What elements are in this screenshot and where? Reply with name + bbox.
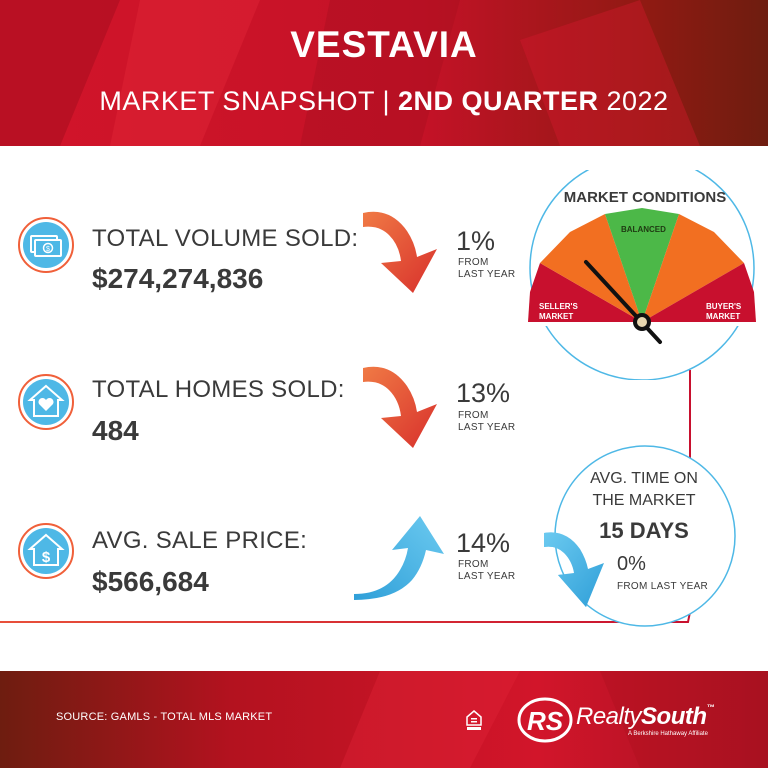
avg-time-line2: THE MARKET [592,492,696,509]
market-line: MARKET [539,312,574,321]
sellers-line: SELLER'S [539,302,578,311]
equal-housing-icon [466,710,482,730]
arrow-down-icon [363,211,437,293]
last-year-label: LAST YEAR [458,422,516,433]
from-last-year-volume: FROM LAST YEAR [458,257,515,281]
market-conditions-gauge [520,170,765,380]
house-heart-icon [18,374,74,430]
change-price: 14% [456,528,511,558]
realtysouth-logo-icon: RS [517,697,573,743]
from-last-year-price: FROM LAST YEAR [458,559,515,583]
report-subtitle: MARKET SNAPSHOT | 2ND QUARTER 2022 [0,86,768,117]
city-title: VESTAVIA [290,24,478,65]
from-label: FROM [458,257,489,268]
svg-text:$: $ [46,246,50,253]
stat-label-homes: TOTAL HOMES SOLD: [92,376,345,403]
from-label: FROM [458,559,489,570]
balanced-label: BALANCED [621,225,666,234]
stat-label-price: AVG. SALE PRICE: [92,527,308,554]
market-conditions-title: MARKET CONDITIONS [563,189,727,206]
change-volume: 1% [456,226,496,256]
trademark: ™ [706,703,715,712]
buyers-market-label: BUYER'S MARKET [706,302,741,322]
stat-value-price: $566,684 [92,566,209,597]
subtitle-text: MARKET SNAPSHOT | [99,86,398,116]
from-label: FROM [458,410,489,421]
house-dollar-icon: $ [18,523,74,579]
brand-name: RealtySouth™ [576,703,714,731]
buyers-line: BUYER'S [706,302,742,311]
arrow-up-icon [354,516,444,600]
change-homes: 13% [456,378,511,408]
avg-time-line1: AVG. TIME ON [590,470,698,487]
brand-part1: Realty [576,703,642,730]
source-note: SOURCE: GAMLS - TOTAL MLS MARKET [56,711,273,723]
stat-label-volume: TOTAL VOLUME SOLD: [92,225,359,252]
subtitle-quarter: 2ND QUARTER [397,86,599,116]
logo-mark-text: RS [527,706,564,736]
stat-value-volume: $274,274,836 [92,263,264,294]
arrow-down-icon [544,532,604,607]
avg-time-heading: AVG. TIME ON THE MARKET [556,468,732,512]
brand-tagline: A Berkshire Hathaway Affiliate [628,731,708,737]
avg-time-change: 0% [617,553,646,575]
stat-value-homes: 484 [92,415,139,446]
subtitle-year: 2022 [598,86,669,116]
footer-background [0,671,768,768]
header-background [0,0,768,146]
last-year-label: LAST YEAR [458,571,516,582]
arrow-down-icon [363,366,437,448]
market-line: MARKET [706,312,741,321]
cash-icon: $ [18,217,74,273]
last-year-label: LAST YEAR [458,269,516,280]
avg-time-from-last-year: FROM LAST YEAR [617,581,709,592]
brand-part2: South [641,703,707,730]
avg-time-days: 15 DAYS [599,518,689,543]
from-last-year-homes: FROM LAST YEAR [458,410,515,434]
svg-text:$: $ [42,549,51,566]
sellers-market-label: SELLER'S MARKET [539,302,578,322]
